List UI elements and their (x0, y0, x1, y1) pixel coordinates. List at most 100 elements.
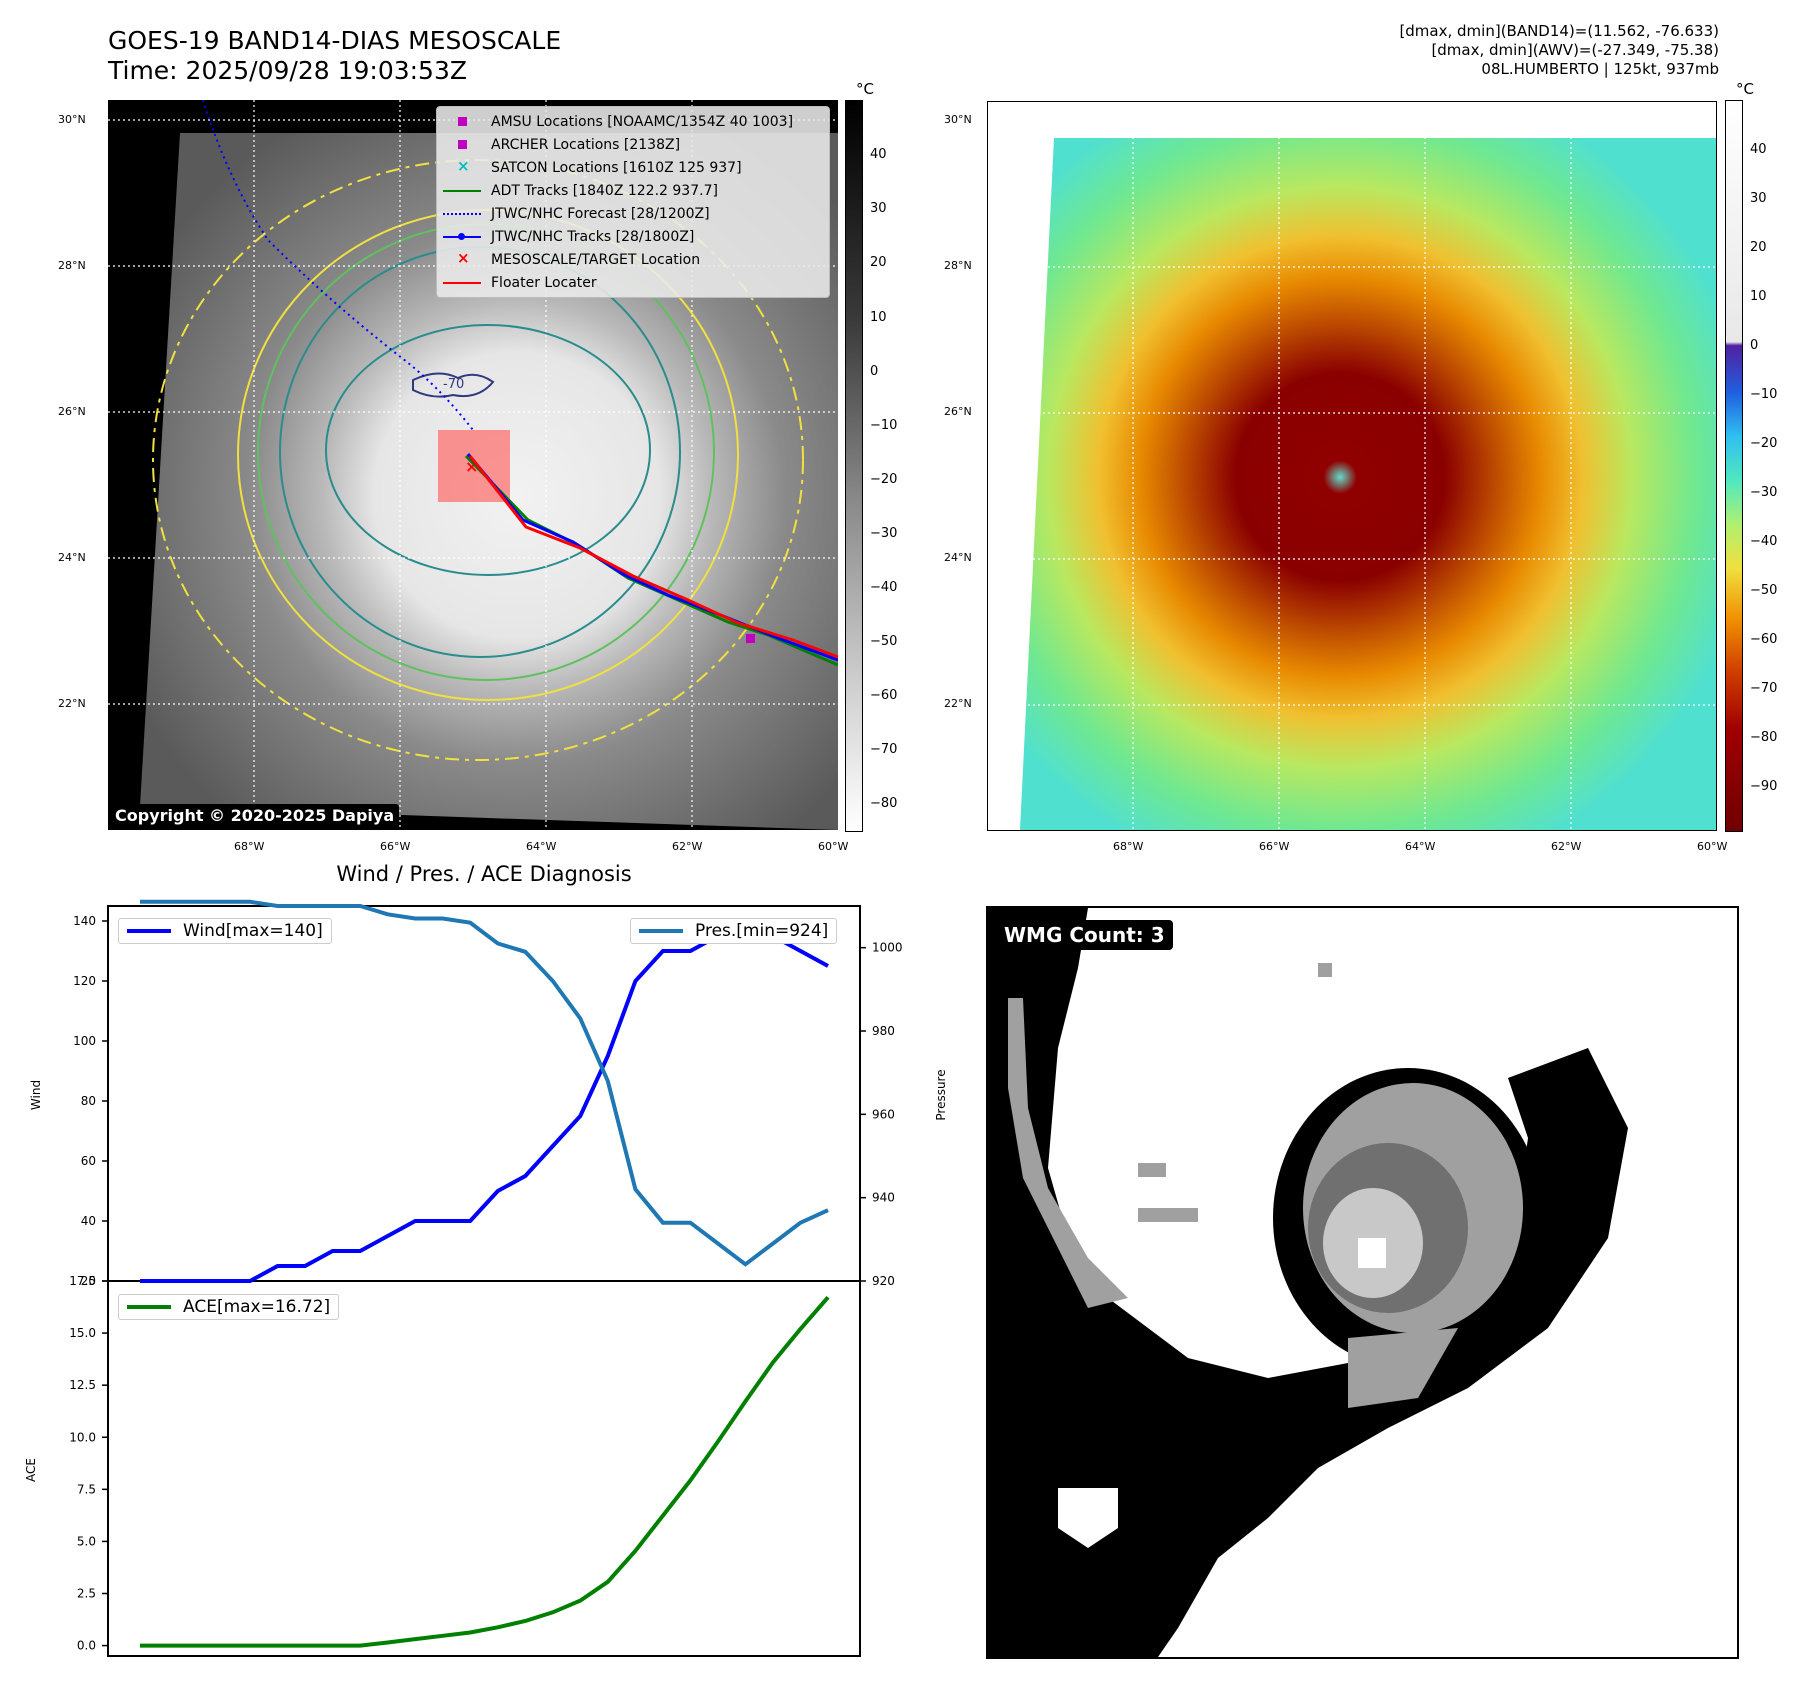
x-marker-icon: × (457, 248, 470, 267)
color-tick: −60 (1750, 632, 1778, 647)
gray-tick: 0 (870, 364, 879, 379)
color-tick: 0 (1750, 338, 1759, 353)
ace-axis-tick-label: 10.0 (69, 1430, 96, 1444)
color-tick: −20 (1750, 436, 1778, 451)
enh-lat-label-28: 28°N (944, 259, 972, 272)
archer-marker (746, 634, 755, 643)
wmg-isolated-pixel (1138, 1163, 1166, 1177)
figure-title-line1: GOES-19 BAND14-DIAS MESOSCALE (108, 26, 562, 55)
legend-amsu: AMSU Locations [NOAAMC/1354Z 40 1003] (443, 110, 823, 133)
enh-lon-label-66: 66°W (1259, 840, 1290, 853)
pressure-axis-tick-label: 1000 (872, 941, 903, 955)
wind-pressure-frame (107, 905, 861, 1282)
diagnosis-title: Wind / Pres. / ACE Diagnosis (336, 862, 632, 886)
gray-tick: −30 (870, 526, 898, 541)
info-storm: 08L.HUMBERTO | 125kt, 937mb (1481, 60, 1719, 78)
enh-lon-label-64: 64°W (1405, 840, 1436, 853)
gray-tick: −70 (870, 742, 898, 757)
color-colorbar-unit: °C (1736, 80, 1754, 98)
color-tick: −30 (1750, 485, 1778, 500)
color-tick: 20 (1750, 240, 1767, 255)
legend-satcon: × SATCON Locations [1610Z 125 937] (443, 156, 823, 179)
gray-colorbar (845, 100, 863, 832)
info-band14: [dmax, dmin](BAND14)=(11.562, -76.633) (1399, 22, 1719, 40)
enh-lat-label-26: 26°N (944, 405, 972, 418)
contour-label: -70 (443, 377, 464, 392)
ace-legend-line-icon (127, 1305, 171, 1309)
wmg-eye (1358, 1238, 1386, 1268)
enh-lat-label-24: 24°N (944, 551, 972, 564)
line-dot-icon (443, 231, 483, 243)
ace-axis-tick-label: 0.0 (77, 1639, 96, 1653)
ace-axis-tick-label: 12.5 (69, 1378, 96, 1392)
pressure-legend: Pres.[min=924] (630, 918, 838, 944)
color-tick: −10 (1750, 387, 1778, 402)
ir-map-panel: -70 × AMSU Locations [NOAAMC/1354Z 40 10… (108, 99, 839, 830)
gray-tick: 10 (870, 310, 887, 325)
pressure-axis-tick-label: 980 (872, 1024, 895, 1038)
wind-axis-tick-label: 120 (73, 974, 96, 988)
pressure-axis-label: Pressure (934, 1069, 948, 1120)
figure-title-line2: Time: 2025/09/28 19:03:53Z (108, 56, 467, 85)
wind-axis-tick-label: 60 (81, 1154, 96, 1168)
copyright-badge: Copyright © 2020-2025 Dapiya (110, 804, 400, 827)
gray-tick: −60 (870, 688, 898, 703)
gray-tick: 30 (870, 201, 887, 216)
map-legend: AMSU Locations [NOAAMC/1354Z 40 1003] AR… (436, 106, 830, 298)
wmg-gray-patch (1348, 1328, 1458, 1408)
wind-axis: 20 40 60 80 100 120 140 (73, 914, 108, 1288)
pressure-legend-line-icon (639, 929, 683, 933)
lon-label-68: 68°W (234, 840, 265, 853)
wind-legend-line-icon (127, 929, 171, 933)
wmg-isolated-pixel (1318, 963, 1332, 977)
color-tick: 10 (1750, 289, 1767, 304)
ace-axis-tick-label: 5.0 (77, 1534, 96, 1548)
enh-lon-label-68: 68°W (1113, 840, 1144, 853)
dotted-line-icon (443, 208, 483, 220)
gray-colorbar-unit: °C (856, 80, 874, 98)
official-track (466, 453, 839, 662)
gray-tick: −20 (870, 472, 898, 487)
ace-axis-label: ACE (24, 1458, 38, 1482)
wmg-black-region (988, 908, 1628, 1657)
pressure-axis-tick-label: 960 (872, 1107, 895, 1121)
info-block: [dmax, dmin](BAND14)=(11.562, -76.633) [… (1119, 22, 1719, 79)
gray-tick: −40 (870, 580, 898, 595)
color-tick: 40 (1750, 142, 1767, 157)
forecast-track (202, 99, 474, 431)
wmg-panel: WMG Count: 3 (986, 906, 1739, 1659)
lat-label-26: 26°N (58, 405, 86, 418)
legend-forecast: JTWC/NHC Forecast [28/1200Z] (443, 202, 823, 225)
wmg-white-patch (1058, 1488, 1118, 1548)
lat-label-30: 30°N (58, 113, 86, 126)
enh-lon-label-62: 62°W (1551, 840, 1582, 853)
gray-tick: 20 (870, 255, 887, 270)
contour-teal-inner (325, 324, 651, 576)
gray-tick: 40 (870, 147, 887, 162)
color-tick: −40 (1750, 534, 1778, 549)
lon-label-64: 64°W (526, 840, 557, 853)
legend-tracks: JTWC/NHC Tracks [28/1800Z] (443, 225, 823, 248)
wind-axis-tick-label: 40 (81, 1214, 96, 1228)
color-tick: 30 (1750, 191, 1767, 206)
ace-legend: ACE[max=16.72] (118, 1294, 340, 1320)
pressure-series-line (140, 899, 829, 1267)
pressure-axis: 920 940 960 980 1000 (860, 941, 903, 1288)
legend-target: × MESOSCALE/TARGET Location (443, 248, 823, 271)
wind-legend: Wind[max=140] (118, 918, 332, 944)
color-tick: −50 (1750, 583, 1778, 598)
color-tick: −90 (1750, 779, 1778, 794)
legend-archer: ARCHER Locations [2138Z] (443, 133, 823, 156)
gray-tick: −10 (870, 418, 898, 433)
ace-axis-tick-label: 7.5 (77, 1482, 96, 1496)
pressure-axis-tick-label: 940 (872, 1191, 895, 1205)
line-marker-icon (443, 185, 483, 197)
enh-lon-label-60: 60°W (1697, 840, 1728, 853)
square-marker-icon (443, 139, 483, 151)
gray-colorbar-ticks: 40 30 20 10 0 −10 −20 −30 −40 −50 −60 −7… (870, 100, 930, 830)
ace-series-line (140, 1295, 830, 1648)
gray-tick: −80 (870, 796, 898, 811)
color-tick: −70 (1750, 681, 1778, 696)
enhanced-ir-svg (988, 102, 1716, 830)
x-marker-icon: × (457, 156, 470, 175)
